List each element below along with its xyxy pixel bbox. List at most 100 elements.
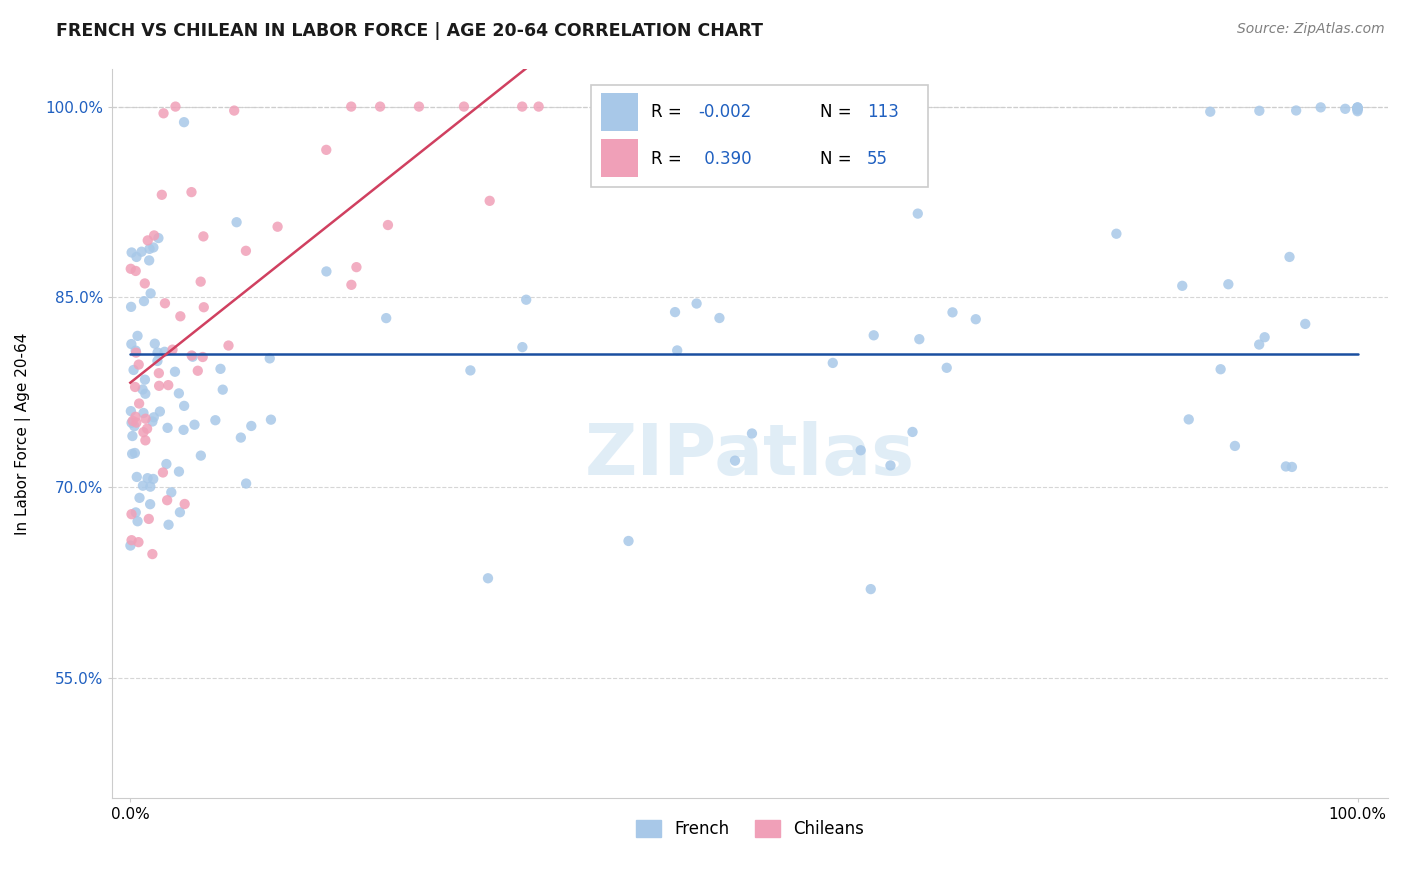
Point <box>1347 102 1369 116</box>
Point <box>1249 103 1271 118</box>
Point <box>1209 362 1232 376</box>
Text: N =: N = <box>820 150 856 168</box>
Point <box>146 354 169 368</box>
Point <box>132 294 155 309</box>
Point <box>477 571 499 585</box>
Point <box>143 336 166 351</box>
Point <box>150 187 173 202</box>
Point <box>142 240 165 254</box>
Point <box>134 386 156 401</box>
Point <box>127 514 149 528</box>
Point <box>138 512 160 526</box>
Point <box>120 261 142 276</box>
Point <box>193 229 215 244</box>
Point <box>169 505 191 519</box>
Point <box>121 245 143 260</box>
Point <box>134 434 156 448</box>
Point <box>125 470 148 484</box>
Point <box>124 343 146 358</box>
Point <box>453 99 475 113</box>
Point <box>152 106 174 120</box>
Point <box>1171 278 1194 293</box>
Point <box>157 517 180 532</box>
Point <box>136 471 159 485</box>
Point <box>148 231 170 245</box>
Point <box>139 480 162 494</box>
Point <box>235 476 257 491</box>
Point <box>187 364 209 378</box>
Point <box>138 242 160 256</box>
Point <box>148 366 170 380</box>
Point <box>157 378 180 392</box>
Point <box>125 345 148 359</box>
Text: Source: ZipAtlas.com: Source: ZipAtlas.com <box>1237 22 1385 37</box>
Point <box>124 380 146 394</box>
Point <box>124 409 146 424</box>
Point <box>204 413 226 427</box>
Text: R =: R = <box>651 150 688 168</box>
Point <box>666 343 689 358</box>
Point <box>125 264 148 278</box>
Point <box>1347 101 1369 115</box>
Point <box>131 244 153 259</box>
Point <box>136 422 159 436</box>
Point <box>183 417 205 432</box>
Point <box>167 386 190 401</box>
Point <box>209 361 232 376</box>
Point <box>121 416 143 430</box>
Text: 0.390: 0.390 <box>699 150 751 168</box>
Point <box>169 310 191 324</box>
Point <box>127 535 149 549</box>
Point <box>141 547 163 561</box>
Point <box>121 414 143 428</box>
Point <box>173 423 195 437</box>
Text: 55: 55 <box>868 150 889 168</box>
Point <box>935 360 957 375</box>
Point <box>167 465 190 479</box>
Point <box>125 416 148 430</box>
Point <box>849 443 872 458</box>
Point <box>1294 317 1316 331</box>
Point <box>512 340 534 354</box>
Text: R =: R = <box>651 103 688 121</box>
Point <box>1347 101 1369 115</box>
Point <box>527 99 550 113</box>
Point <box>515 293 537 307</box>
Point <box>131 383 153 397</box>
Point <box>136 233 159 247</box>
Point <box>120 337 142 351</box>
Point <box>315 264 337 278</box>
Point <box>193 300 215 314</box>
Point <box>908 332 931 346</box>
Point <box>821 356 844 370</box>
Point <box>128 396 150 410</box>
Point <box>340 277 363 292</box>
Bar <box>600 93 638 131</box>
Point <box>1347 104 1369 119</box>
Y-axis label: In Labor Force | Age 20-64: In Labor Force | Age 20-64 <box>15 332 31 534</box>
Point <box>191 350 214 364</box>
Point <box>617 533 640 548</box>
Point <box>120 539 142 553</box>
Point <box>156 421 179 435</box>
Point <box>1347 100 1369 114</box>
Point <box>346 260 368 274</box>
Point <box>120 404 142 418</box>
Point <box>173 115 195 129</box>
Point <box>901 425 924 439</box>
Point <box>190 275 212 289</box>
Point <box>121 533 143 548</box>
Text: FRENCH VS CHILEAN IN LABOR FORCE | AGE 20-64 CORRELATION CHART: FRENCH VS CHILEAN IN LABOR FORCE | AGE 2… <box>56 22 763 40</box>
Point <box>142 410 165 425</box>
Point <box>162 343 184 357</box>
Point <box>180 349 202 363</box>
Point <box>224 103 246 118</box>
Point <box>709 311 731 326</box>
Point <box>1347 103 1369 117</box>
Point <box>1223 439 1246 453</box>
Point <box>1275 459 1298 474</box>
Point <box>121 429 143 443</box>
Point <box>122 363 145 377</box>
Point <box>907 206 929 220</box>
Point <box>375 311 398 326</box>
